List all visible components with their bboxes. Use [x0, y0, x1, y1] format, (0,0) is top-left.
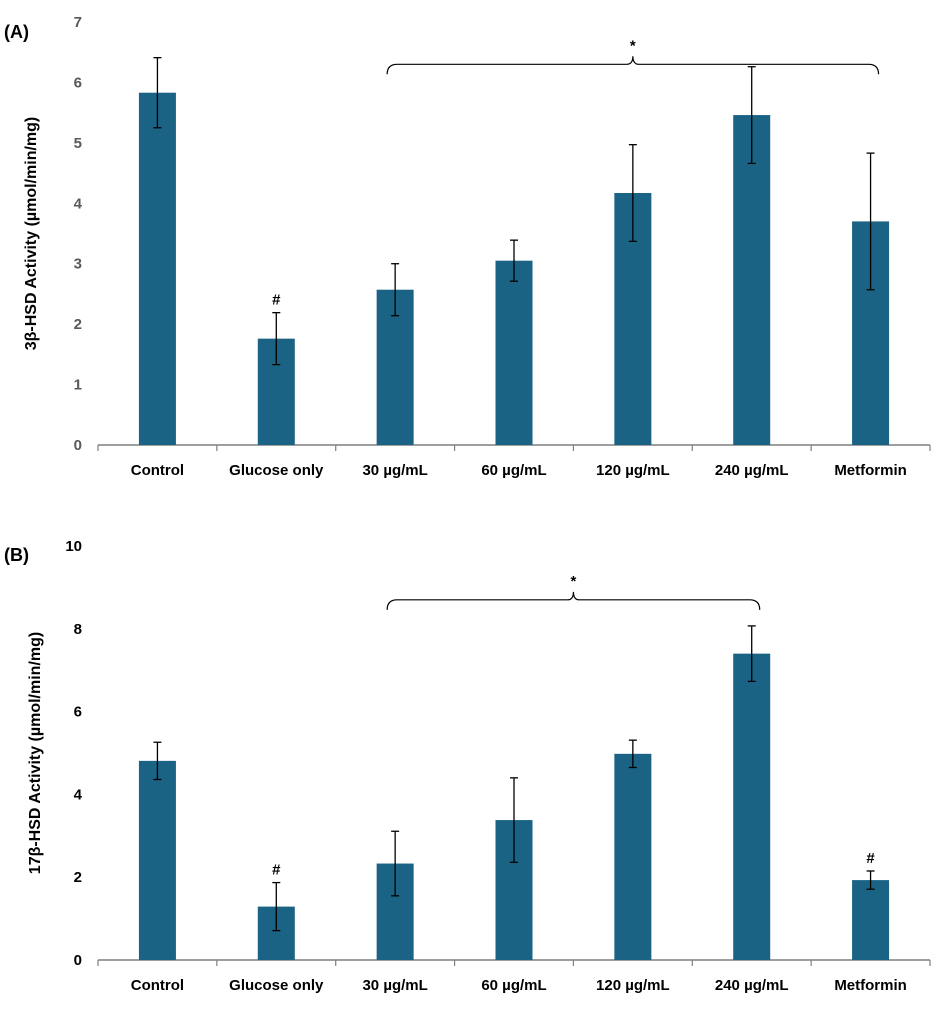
y-tick-label: 1 — [74, 377, 82, 394]
bar — [495, 260, 533, 445]
x-tick-label: Control — [131, 977, 184, 994]
panel-b: (B) 0 2 4 6 8 10 17β-HSD Activity (µmol/min/mg… — [4, 538, 931, 994]
panel-b-label: (B) — [4, 545, 29, 565]
y-tick-label: 2 — [74, 316, 82, 333]
bar — [852, 880, 890, 960]
x-tick-label: 60 µg/mL — [481, 977, 546, 994]
y-tick-label: 6 — [74, 704, 82, 721]
bar — [138, 760, 176, 960]
y-tick-label: 0 — [74, 437, 82, 454]
y-tick-label: 10 — [65, 538, 82, 555]
y-axis-label: 17β-HSD Activity (µmol/min/mg) — [27, 632, 44, 874]
y-tick-label: 6 — [74, 74, 82, 91]
y-tick-label: 7 — [74, 14, 82, 31]
x-tick-label: 240 µg/mL — [715, 462, 789, 479]
x-tick-label: Control — [131, 462, 184, 479]
y-tick-label: 4 — [74, 195, 83, 212]
bar — [138, 92, 176, 446]
y-tick-label: 8 — [74, 621, 82, 638]
y-tick-label: 2 — [74, 869, 82, 886]
panel-a-label: (A) — [4, 22, 29, 42]
x-tick-label: Glucose only — [229, 977, 324, 994]
y-tick-label: 0 — [74, 952, 82, 969]
x-tick-label: 120 µg/mL — [596, 977, 670, 994]
significance-marker: # — [272, 862, 281, 879]
significance-asterisk: * — [630, 37, 636, 54]
y-axis-label: 3β-HSD Activity (µmol/min/mg) — [23, 117, 40, 351]
x-tick-label: 30 µg/mL — [362, 462, 427, 479]
significance-bracket — [386, 591, 761, 610]
y-tick-label: 3 — [74, 256, 82, 273]
x-tick-label: Metformin — [834, 977, 907, 994]
significance-asterisk: * — [571, 573, 577, 590]
x-tick-label: 120 µg/mL — [596, 462, 670, 479]
panel-a: (A) 0 1 2 3 4 5 6 7 3β-HSD Activity (µmol/min/mg… — [4, 14, 931, 479]
x-tick-label: 240 µg/mL — [715, 977, 789, 994]
significance-marker: # — [866, 850, 875, 867]
x-tick-label: 30 µg/mL — [362, 977, 427, 994]
y-tick-label: 4 — [74, 786, 83, 803]
significance-bracket — [386, 56, 880, 75]
bar — [614, 753, 652, 960]
y-tick-label: 5 — [74, 135, 82, 152]
bar — [733, 115, 771, 445]
x-tick-label: 60 µg/mL — [481, 462, 546, 479]
bar — [733, 653, 771, 960]
significance-marker: # — [272, 292, 281, 309]
x-tick-label: Metformin — [834, 462, 907, 479]
x-tick-label: Glucose only — [229, 462, 324, 479]
